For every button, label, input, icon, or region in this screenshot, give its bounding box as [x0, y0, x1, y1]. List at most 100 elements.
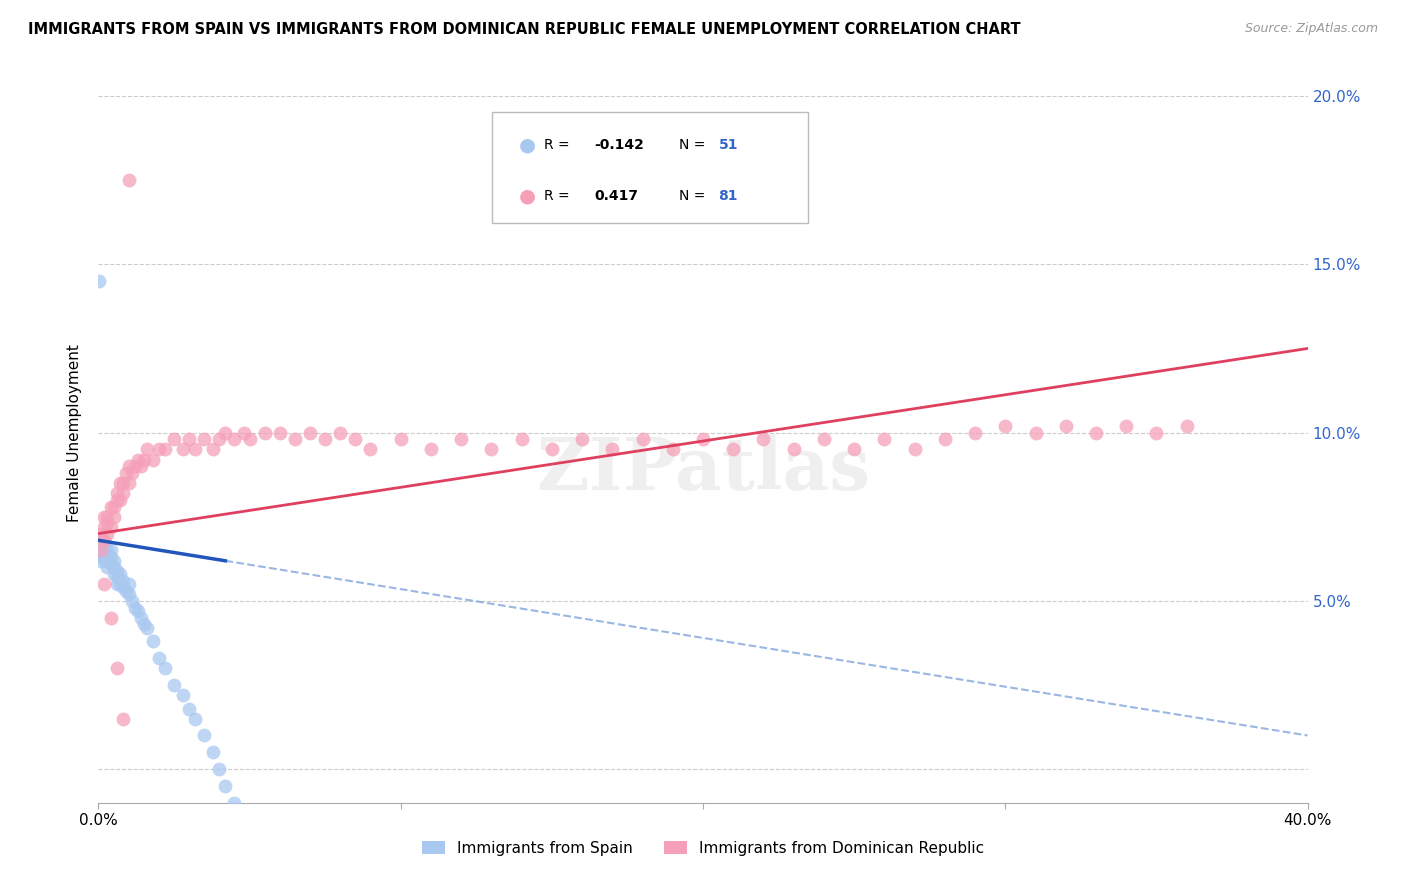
Point: [344, 433, 367, 447]
Point: [202, 745, 225, 759]
Point: [105, 577, 128, 591]
Point: [142, 634, 165, 648]
Point: [100, 500, 122, 514]
Point: [121, 594, 143, 608]
Point: [692, 433, 714, 447]
Point: [111, 476, 134, 491]
Point: [420, 442, 443, 457]
Point: [100, 520, 122, 534]
Point: [214, 425, 236, 440]
Point: [314, 433, 336, 447]
Point: [96, 547, 118, 561]
Point: [1024, 425, 1046, 440]
Point: [94, 547, 117, 561]
Point: [239, 813, 262, 827]
Point: [723, 442, 745, 457]
Point: [89, 543, 111, 558]
Point: [100, 543, 122, 558]
Point: [1054, 418, 1077, 433]
Point: [118, 173, 141, 187]
Point: [105, 564, 128, 578]
Point: [510, 433, 533, 447]
Point: [90, 553, 112, 567]
Point: [269, 425, 291, 440]
Point: [1144, 425, 1167, 440]
Point: [103, 560, 125, 574]
Point: [202, 442, 225, 457]
Point: [108, 492, 131, 507]
Point: [142, 452, 165, 467]
Point: [105, 492, 128, 507]
Point: [783, 442, 806, 457]
Point: [172, 442, 194, 457]
Text: -0.142: -0.142: [595, 137, 644, 152]
Point: [127, 604, 149, 618]
Point: [121, 466, 143, 480]
Point: [90, 540, 112, 554]
Point: [111, 581, 134, 595]
Point: [179, 433, 201, 447]
Point: [118, 577, 141, 591]
Y-axis label: Female Unemployment: Female Unemployment: [67, 343, 83, 522]
Point: [105, 486, 128, 500]
Point: [172, 688, 194, 702]
Point: [108, 566, 131, 581]
Point: [873, 433, 896, 447]
Point: [184, 712, 207, 726]
Point: [224, 433, 246, 447]
Point: [153, 442, 176, 457]
Point: [111, 712, 134, 726]
Point: [752, 433, 775, 447]
Legend: Immigrants from Spain, Immigrants from Dominican Republic: Immigrants from Spain, Immigrants from D…: [416, 835, 990, 862]
Point: [329, 425, 352, 440]
Point: [90, 550, 112, 565]
Text: R =: R =: [544, 189, 574, 203]
Point: [163, 433, 186, 447]
Point: [239, 433, 262, 447]
Text: 81: 81: [718, 189, 738, 203]
Point: [214, 779, 236, 793]
Point: [153, 661, 176, 675]
Point: [132, 617, 155, 632]
Point: [844, 442, 866, 457]
Point: [93, 577, 115, 591]
Point: [540, 442, 562, 457]
Point: [904, 442, 927, 457]
Point: [148, 442, 170, 457]
Point: [661, 442, 683, 457]
Point: [193, 729, 215, 743]
Point: [103, 509, 125, 524]
Text: ZIPatlas: ZIPatlas: [536, 434, 870, 505]
Point: [224, 796, 246, 810]
Point: [934, 433, 956, 447]
Point: [93, 533, 115, 548]
Point: [96, 509, 118, 524]
Point: [813, 433, 835, 447]
Text: 0.417: 0.417: [595, 189, 638, 203]
Point: [184, 442, 207, 457]
Point: [450, 433, 472, 447]
Point: [284, 433, 307, 447]
Point: [90, 533, 112, 548]
Point: [103, 553, 125, 567]
Point: [111, 574, 134, 588]
Point: [96, 553, 118, 567]
Point: [108, 577, 131, 591]
Point: [91, 536, 114, 550]
Point: [100, 557, 122, 571]
Point: [93, 550, 115, 565]
Point: [1175, 418, 1198, 433]
Point: [965, 425, 987, 440]
Point: [93, 520, 115, 534]
Point: [481, 442, 503, 457]
Point: [208, 762, 231, 776]
Point: [127, 452, 149, 467]
Point: [360, 442, 382, 457]
Text: ●: ●: [519, 136, 536, 154]
Point: [148, 651, 170, 665]
Point: [132, 452, 155, 467]
Point: [232, 425, 254, 440]
Point: [124, 459, 146, 474]
Point: [108, 476, 131, 491]
Point: [118, 476, 141, 491]
